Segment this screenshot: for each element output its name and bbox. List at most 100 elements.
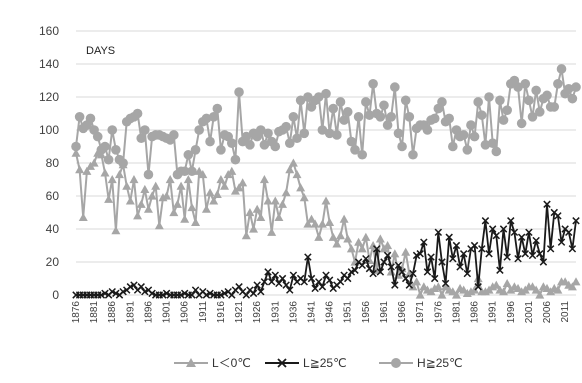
x-tick-label: 1886 bbox=[107, 301, 118, 324]
data-point bbox=[118, 160, 128, 169]
data-point bbox=[458, 130, 469, 140]
data-point bbox=[397, 141, 407, 152]
data-point bbox=[191, 286, 200, 294]
x-axis-ticks: 1876 1881 1886 1891 1896 1901 1906 1911 1916 1921… bbox=[71, 301, 571, 324]
data-point bbox=[100, 168, 110, 177]
y-tick-label: 20 bbox=[46, 255, 60, 269]
data-point bbox=[78, 212, 88, 222]
data-point bbox=[462, 145, 473, 155]
data-point bbox=[571, 277, 581, 286]
data-point bbox=[549, 102, 560, 112]
data-point bbox=[495, 95, 505, 106]
x-tick-label: 1991 bbox=[488, 301, 499, 324]
data-point bbox=[393, 128, 404, 139]
data-point bbox=[114, 170, 124, 179]
data-point bbox=[459, 250, 468, 258]
data-point bbox=[390, 82, 400, 92]
data-point bbox=[209, 196, 219, 205]
data-point bbox=[351, 266, 359, 274]
y-tick-label: 0 bbox=[52, 288, 59, 302]
data-point bbox=[543, 200, 551, 208]
data-point bbox=[456, 263, 464, 271]
y-axis-ticks: 0 20 40 60 80 100 120 140 160 bbox=[39, 24, 59, 302]
data-point bbox=[525, 228, 533, 237]
legend-item-0: L＜0℃ bbox=[174, 356, 251, 370]
data-point bbox=[303, 92, 313, 102]
data-point bbox=[380, 258, 388, 266]
data-point bbox=[321, 88, 331, 99]
data-point bbox=[212, 103, 223, 114]
data-point bbox=[151, 181, 161, 190]
data-point bbox=[317, 219, 327, 228]
series-1 bbox=[72, 200, 580, 299]
data-point bbox=[520, 79, 531, 89]
data-point bbox=[260, 278, 269, 286]
data-point bbox=[284, 138, 295, 148]
data-point bbox=[375, 112, 386, 122]
data-point bbox=[234, 87, 244, 97]
data-point bbox=[404, 112, 415, 122]
data-point bbox=[257, 287, 265, 296]
data-point bbox=[216, 175, 226, 184]
data-point bbox=[317, 125, 328, 135]
data-point bbox=[430, 274, 439, 283]
data-point bbox=[556, 64, 567, 74]
x-tick-label: 1881 bbox=[89, 301, 100, 324]
data-point bbox=[136, 199, 146, 208]
x-tick-label: 2006 bbox=[542, 301, 553, 324]
data-point bbox=[507, 217, 515, 225]
data-point bbox=[563, 83, 574, 94]
data-point bbox=[187, 203, 197, 212]
legend-marker bbox=[391, 358, 401, 368]
data-point bbox=[445, 233, 453, 241]
data-point bbox=[517, 233, 526, 241]
data-point bbox=[437, 290, 447, 299]
data-point bbox=[125, 196, 135, 205]
data-point bbox=[553, 79, 563, 89]
data-point bbox=[527, 112, 538, 122]
data-point bbox=[208, 112, 219, 122]
data-point bbox=[502, 278, 512, 288]
data-point bbox=[387, 263, 395, 271]
data-point bbox=[255, 125, 266, 135]
data-point bbox=[292, 133, 302, 144]
x-tick-label: 1936 bbox=[288, 301, 299, 324]
data-point bbox=[252, 204, 262, 213]
data-point bbox=[502, 105, 512, 115]
data-point bbox=[205, 136, 215, 147]
data-point bbox=[183, 175, 193, 184]
data-point bbox=[470, 241, 479, 250]
data-point bbox=[470, 285, 480, 294]
data-point bbox=[534, 107, 545, 117]
data-point bbox=[241, 131, 252, 142]
data-point bbox=[286, 286, 294, 294]
legend-marker bbox=[277, 358, 287, 368]
data-point bbox=[568, 245, 577, 253]
data-point bbox=[346, 244, 356, 253]
data-point bbox=[285, 165, 295, 174]
data-point bbox=[571, 82, 581, 92]
data-point bbox=[264, 268, 272, 276]
data-point bbox=[449, 254, 457, 263]
data-point bbox=[318, 283, 327, 291]
data-point bbox=[524, 95, 534, 106]
data-point bbox=[521, 250, 530, 258]
legend-label: H≧25℃ bbox=[417, 356, 463, 370]
data-point bbox=[514, 254, 522, 263]
data-point bbox=[567, 282, 577, 291]
data-point bbox=[429, 113, 440, 124]
data-point bbox=[332, 130, 342, 140]
y-tick-label: 140 bbox=[39, 57, 59, 71]
data-point bbox=[282, 281, 290, 289]
data-point bbox=[315, 278, 323, 286]
data-point bbox=[325, 276, 334, 284]
data-point bbox=[503, 253, 511, 261]
data-point bbox=[183, 149, 194, 160]
data-point bbox=[143, 204, 153, 213]
x-tick-label: 1906 bbox=[180, 301, 191, 324]
data-point bbox=[401, 247, 411, 256]
data-point bbox=[249, 289, 258, 298]
data-point bbox=[535, 290, 545, 299]
data-point bbox=[542, 90, 552, 101]
data-point bbox=[227, 166, 237, 175]
